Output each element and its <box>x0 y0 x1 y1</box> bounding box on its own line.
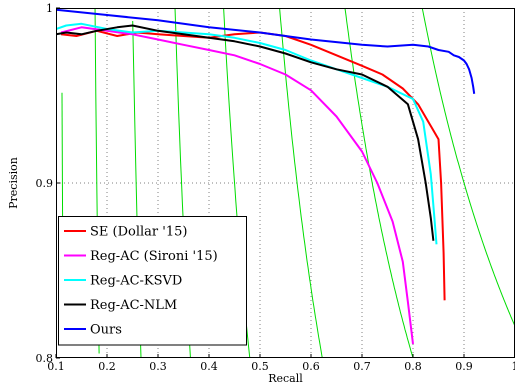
legend-label: SE (Dollar '15) <box>90 225 187 240</box>
y-tick-label: 1 <box>46 2 53 15</box>
y-axis-label: Precision <box>7 157 20 209</box>
series-line <box>60 26 414 345</box>
x-axis-label: Recall <box>268 372 303 385</box>
x-axis-ticks: 0.1 0.2 0.3 0.4 0.5 0.6 0.7 0.8 0.9 1 <box>47 354 515 373</box>
x-tick-label: 0.9 <box>455 360 473 373</box>
x-tick-label: 0.1 <box>47 360 65 373</box>
x-tick-label: 0.7 <box>353 360 371 373</box>
legend-label: Reg-AC-KSVD <box>90 274 182 289</box>
series-line <box>56 8 476 94</box>
x-tick-label: 0.5 <box>251 360 269 373</box>
x-tick-label: 0.8 <box>404 360 422 373</box>
legend-label: Reg-AC (Sironi '15) <box>90 249 218 264</box>
series-line <box>56 24 435 241</box>
legend-label: Ours <box>90 323 122 338</box>
grid <box>56 8 515 358</box>
x-tick-label: 1 <box>512 360 515 373</box>
x-tick-label: 0.2 <box>98 360 116 373</box>
x-tick-label: 0.3 <box>149 360 167 373</box>
y-tick-label: 0.9 <box>36 177 54 190</box>
iso-f-curve <box>279 8 323 358</box>
x-tick-label: 0.4 <box>200 360 218 373</box>
legend-box <box>58 216 247 346</box>
y-axis-ticks: 0.8 0.9 1 <box>36 2 60 365</box>
series-line <box>56 22 438 245</box>
y-tick-label: 0.8 <box>36 352 54 365</box>
legend: SE (Dollar '15) Reg-AC (Sironi '15) Reg-AC… <box>58 216 247 346</box>
legend-label: Reg-AC-NLM <box>90 298 177 313</box>
series-lines <box>56 8 476 345</box>
iso-f-curve <box>421 8 515 327</box>
x-tick-label: 0.6 <box>302 360 320 373</box>
